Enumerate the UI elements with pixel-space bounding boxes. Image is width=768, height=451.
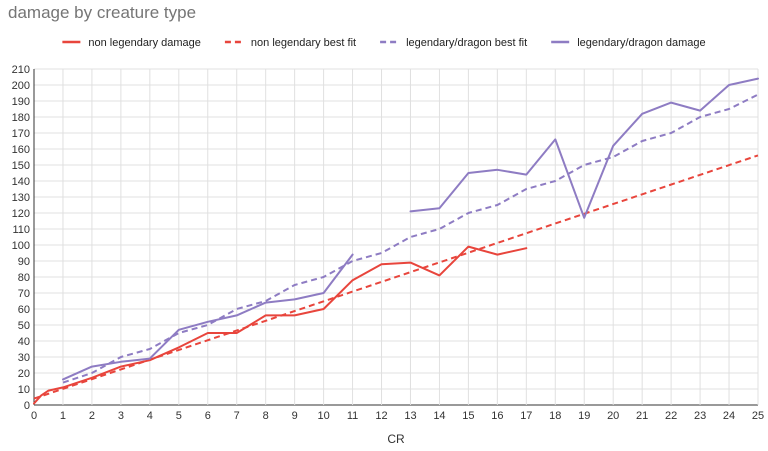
x-tick-label: 13: [404, 410, 416, 422]
series-line: [62, 253, 354, 381]
x-tick-label: 21: [636, 410, 648, 422]
x-tick-label: 16: [491, 410, 503, 422]
x-tick-label: 19: [578, 410, 590, 422]
x-tick-label: 12: [375, 410, 387, 422]
y-tick-label: 200: [12, 80, 30, 92]
legend-label: non legendary best fit: [251, 37, 356, 49]
legend: non legendary damage non legendary best f…: [62, 37, 706, 49]
x-tick-label: 20: [607, 410, 619, 422]
y-tick-label: 60: [18, 304, 30, 316]
x-axis-title: CR: [387, 432, 405, 446]
series-line: [409, 77, 759, 219]
x-tick-label: 15: [462, 410, 474, 422]
y-tick-label: 130: [12, 192, 30, 204]
x-tick-label: 23: [694, 410, 706, 422]
x-tick-label: 3: [118, 410, 124, 422]
y-tick-label: 150: [12, 160, 30, 172]
y-tick-label: 100: [12, 240, 30, 252]
x-tick-label: 0: [31, 410, 37, 422]
y-tick-label: 20: [18, 368, 30, 380]
y-tick-label: 190: [12, 96, 30, 108]
x-tick-label: 8: [263, 410, 269, 422]
x-tick-label: 24: [723, 410, 735, 422]
chart-title: damage by creature type: [8, 3, 197, 22]
y-tick-label: 90: [18, 256, 30, 268]
legend-label: non legendary damage: [88, 37, 201, 49]
y-tick-label: 210: [12, 64, 30, 76]
x-tick-label: 22: [665, 410, 677, 422]
y-tick-label: 40: [18, 336, 30, 348]
y-tick-label: 50: [18, 320, 30, 332]
x-tick-label: 4: [147, 410, 153, 422]
x-tick-label: 11: [347, 410, 358, 422]
x-tick-label: 17: [520, 410, 532, 422]
x-tick-label: 10: [317, 410, 329, 422]
series-line: [33, 245, 528, 405]
y-tick-label: 110: [12, 224, 30, 236]
legend-label: legendary/dragon damage: [577, 37, 705, 49]
y-tick-label: 10: [18, 384, 30, 396]
x-tick-label: 18: [549, 410, 561, 422]
x-tick-label: 2: [89, 410, 95, 422]
y-tick-label: 70: [18, 288, 30, 300]
x-tick-label: 14: [433, 410, 445, 422]
y-tick-label: 30: [18, 352, 30, 364]
y-tick-label: 0: [24, 400, 30, 412]
x-tick-label: 1: [60, 410, 66, 422]
legend-label: legendary/dragon best fit: [406, 37, 527, 49]
y-tick-label: 140: [12, 176, 30, 188]
series-line: [33, 154, 759, 400]
y-tick-label: 120: [12, 208, 30, 220]
x-tick-label: 7: [234, 410, 240, 422]
series-line: [62, 93, 759, 384]
y-tick-label: 80: [18, 272, 30, 284]
x-tick-label: 25: [752, 410, 764, 422]
y-tick-label: 160: [12, 144, 30, 156]
x-tick-label: 6: [205, 410, 211, 422]
y-tick-label: 180: [12, 112, 30, 124]
x-tick-label: 5: [176, 410, 182, 422]
x-tick-label: 9: [292, 410, 298, 422]
y-tick-label: 170: [12, 128, 30, 140]
